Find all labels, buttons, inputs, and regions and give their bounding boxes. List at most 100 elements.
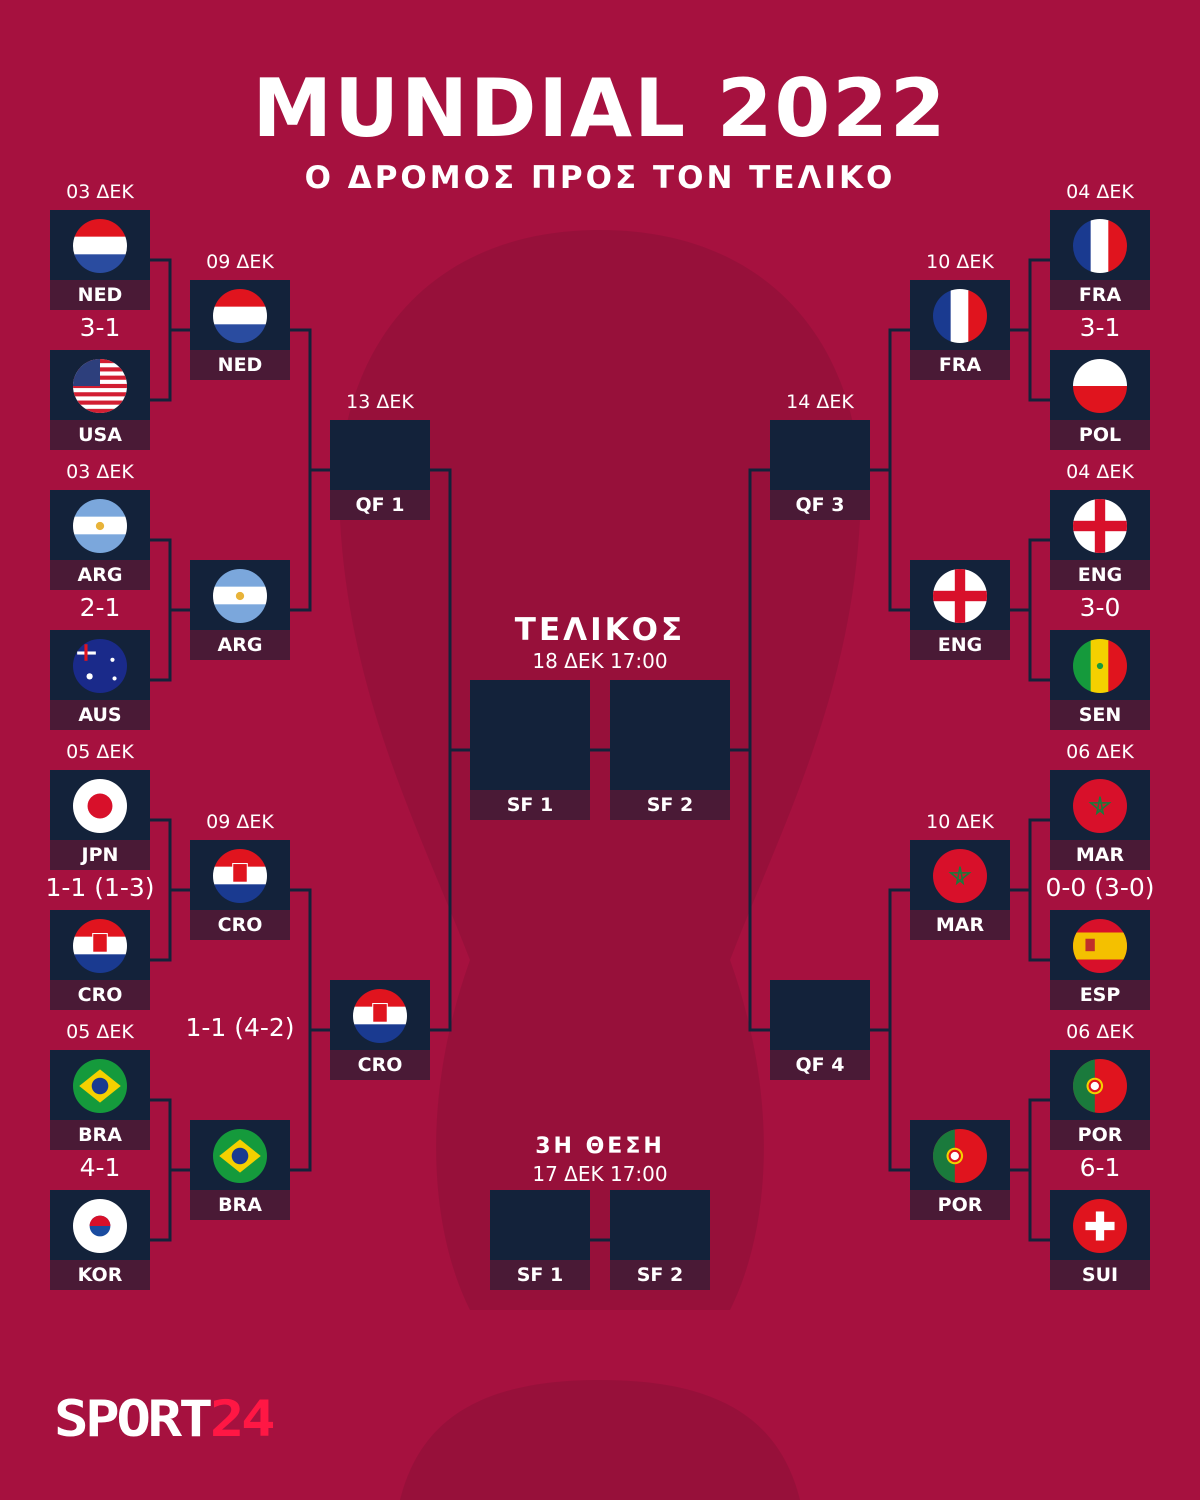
bracket-connector	[290, 328, 312, 612]
match-score: 3-1	[79, 313, 121, 342]
flag-bra-icon	[73, 1059, 127, 1113]
flag-mar-icon	[1073, 779, 1127, 833]
team-box: QF 3	[770, 420, 870, 520]
final-slot-sf2: SF 2	[610, 680, 730, 820]
flag-pol-icon	[1073, 359, 1127, 413]
team-label: SEN	[1050, 700, 1150, 730]
team-label: KOR	[50, 1260, 150, 1290]
flag-fra-icon	[933, 289, 987, 343]
team-box: CRO	[50, 910, 150, 1010]
flag-kor-icon	[73, 1199, 127, 1253]
bracket-connector	[888, 888, 910, 1172]
flag-usa-icon	[73, 359, 127, 413]
team-box: JPN	[50, 770, 150, 870]
match-date: 09 ΔΕΚ	[206, 251, 274, 273]
flag-arg-icon	[213, 569, 267, 623]
flag-cro-icon	[213, 849, 267, 903]
match-date: 05 ΔΕΚ	[66, 1021, 134, 1043]
match-date: 04 ΔΕΚ	[1066, 461, 1134, 483]
team-label: QF 4	[770, 1050, 870, 1080]
final-title: ΤΕΛΙΚΟΣ	[514, 612, 686, 648]
third-place-title: 3Η ΘΕΣΗ	[535, 1134, 665, 1159]
team-box: QF 4	[770, 980, 870, 1080]
slot-label: SF 1	[490, 1260, 590, 1290]
match-score: 1-1 (1-3)	[45, 873, 155, 902]
team-label: FRA	[910, 350, 1010, 380]
match-score: 0-0 (3-0)	[1045, 873, 1155, 902]
team-box: CRO	[190, 840, 290, 940]
team-label: ARG	[190, 630, 290, 660]
match-score: 3-0	[1079, 593, 1121, 622]
flag-arg-icon	[73, 499, 127, 553]
team-label: NED	[190, 350, 290, 380]
team-label: POR	[1050, 1120, 1150, 1150]
team-label: CRO	[190, 910, 290, 940]
team-label: FRA	[1050, 280, 1150, 310]
flag-eng-icon	[1073, 499, 1127, 553]
slot-label: SF 2	[610, 1260, 710, 1290]
flag-bra-icon	[213, 1129, 267, 1183]
team-box: SUI	[1050, 1190, 1150, 1290]
flag-mar-icon	[933, 849, 987, 903]
team-box: AUS	[50, 630, 150, 730]
team-box: FRA	[910, 280, 1010, 380]
team-box: FRA	[1050, 210, 1150, 310]
third-place-datetime: 17 ΔΕΚ 17:00	[532, 1162, 668, 1186]
match-date: 05 ΔΕΚ	[66, 741, 134, 763]
team-label: POL	[1050, 420, 1150, 450]
team-label: AUS	[50, 700, 150, 730]
team-label: QF 3	[770, 490, 870, 520]
slot-label: SF 2	[610, 790, 730, 820]
team-box: USA	[50, 350, 150, 450]
team-box: POR	[1050, 1050, 1150, 1150]
match-date: 03 ΔΕΚ	[66, 461, 134, 483]
team-label: USA	[50, 420, 150, 450]
match-date: 06 ΔΕΚ	[1066, 1021, 1134, 1043]
flag-eng-icon	[933, 569, 987, 623]
match-date: 14 ΔΕΚ	[786, 391, 854, 413]
team-box: MAR	[1050, 770, 1150, 870]
team-label: BRA	[50, 1120, 150, 1150]
team-box: ENG	[910, 560, 1010, 660]
team-label: JPN	[50, 840, 150, 870]
bracket-connector	[888, 328, 910, 612]
team-box: MAR	[910, 840, 1010, 940]
team-box: BRA	[190, 1120, 290, 1220]
flag-por-icon	[933, 1129, 987, 1183]
flag-sui-icon	[1073, 1199, 1127, 1253]
team-box: ARG	[190, 560, 290, 660]
flag-fra-icon	[1073, 219, 1127, 273]
team-box: ARG	[50, 490, 150, 590]
team-box: BRA	[50, 1050, 150, 1150]
team-label: BRA	[190, 1190, 290, 1220]
sport24-logo: SPORT24	[54, 1390, 276, 1448]
third-place-slot-sf1: SF 1	[490, 1190, 590, 1290]
team-label: CRO	[50, 980, 150, 1010]
final-slot-sf1: SF 1	[470, 680, 590, 820]
page-subtitle: Ο ΔΡΟΜΟΣ ΠΡΟΣ ΤΟΝ ΤΕΛΙΚΟ	[304, 160, 896, 196]
flag-ned-icon	[213, 289, 267, 343]
match-date: 03 ΔΕΚ	[66, 181, 134, 203]
team-label: POR	[910, 1190, 1010, 1220]
team-label: MAR	[910, 910, 1010, 940]
team-box: POR	[910, 1120, 1010, 1220]
flag-sen-icon	[1073, 639, 1127, 693]
match-score: 1-1 (4-2)	[185, 1013, 295, 1042]
match-score: 3-1	[1079, 313, 1121, 342]
team-label: ARG	[50, 560, 150, 590]
flag-por-icon	[1073, 1059, 1127, 1113]
team-label: ENG	[1050, 560, 1150, 590]
slot-label: SF 1	[470, 790, 590, 820]
flag-cro-icon	[73, 919, 127, 973]
team-label: MAR	[1050, 840, 1150, 870]
team-label: SUI	[1050, 1260, 1150, 1290]
third-place-slot-sf2: SF 2	[610, 1190, 710, 1290]
flag-aus-icon	[73, 639, 127, 693]
match-score: 4-1	[79, 1153, 121, 1182]
match-score: 6-1	[1079, 1153, 1121, 1182]
match-score: 2-1	[79, 593, 121, 622]
team-box: NED	[50, 210, 150, 310]
match-date: 09 ΔΕΚ	[206, 811, 274, 833]
page-title: MUNDIAL 2022	[252, 62, 948, 155]
